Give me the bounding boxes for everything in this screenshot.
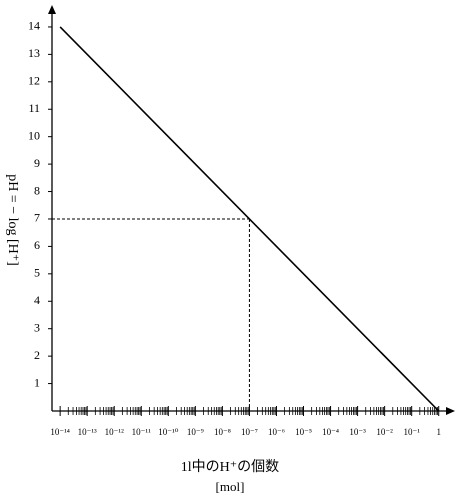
line <box>59 26 440 412</box>
x-tick-label: 10⁻⁵ <box>295 427 312 437</box>
y-tick-label: 9 <box>34 156 40 170</box>
y-tick-label: 8 <box>34 183 40 197</box>
x-tick-label: 10⁻⁹ <box>187 427 204 437</box>
x-tick-label: 10⁻⁴ <box>322 427 339 437</box>
y-tick-label: 11 <box>28 101 40 115</box>
y-tick-label: 13 <box>28 46 40 60</box>
y-tick-label: 5 <box>34 266 40 280</box>
x-tick-label: 1 <box>436 427 441 437</box>
x-tick-label: 10⁻⁶ <box>268 427 285 437</box>
x-tick-label: 10⁻⁷ <box>241 427 258 437</box>
x-tick-label: 10⁻¹³ <box>78 427 97 437</box>
y-tick-label: 14 <box>28 19 40 33</box>
x-axis-unit: [mol] <box>216 479 245 494</box>
x-tick-label: 10⁻² <box>376 427 393 437</box>
y-tick-label: 10 <box>28 128 40 142</box>
y-tick-label: 1 <box>34 375 40 389</box>
y-axis-title: pH = − log [H⁺] <box>5 174 20 266</box>
y-axis-arrow <box>48 5 56 14</box>
x-axis-title: 1l中のH⁺の個数 <box>181 459 279 475</box>
x-tick-label: 10⁻⁸ <box>214 427 231 437</box>
y-tick-label: 12 <box>28 74 40 88</box>
y-tick-label: 7 <box>34 211 40 225</box>
y-tick-label: 4 <box>34 293 40 307</box>
x-tick-label: 10⁻¹ <box>403 427 420 437</box>
x-tick-label: 10⁻¹⁴ <box>50 427 70 437</box>
y-tick-label: 6 <box>34 238 40 252</box>
y-tick-label: 2 <box>34 348 40 362</box>
x-tick-label: 10⁻¹⁰ <box>158 427 178 437</box>
x-axis-arrow <box>446 407 455 415</box>
x-tick-label: 10⁻¹¹ <box>132 427 151 437</box>
x-tick-label: 10⁻¹² <box>105 427 124 437</box>
y-tick-label: 3 <box>34 320 40 334</box>
x-tick-label: 10⁻³ <box>349 427 366 437</box>
